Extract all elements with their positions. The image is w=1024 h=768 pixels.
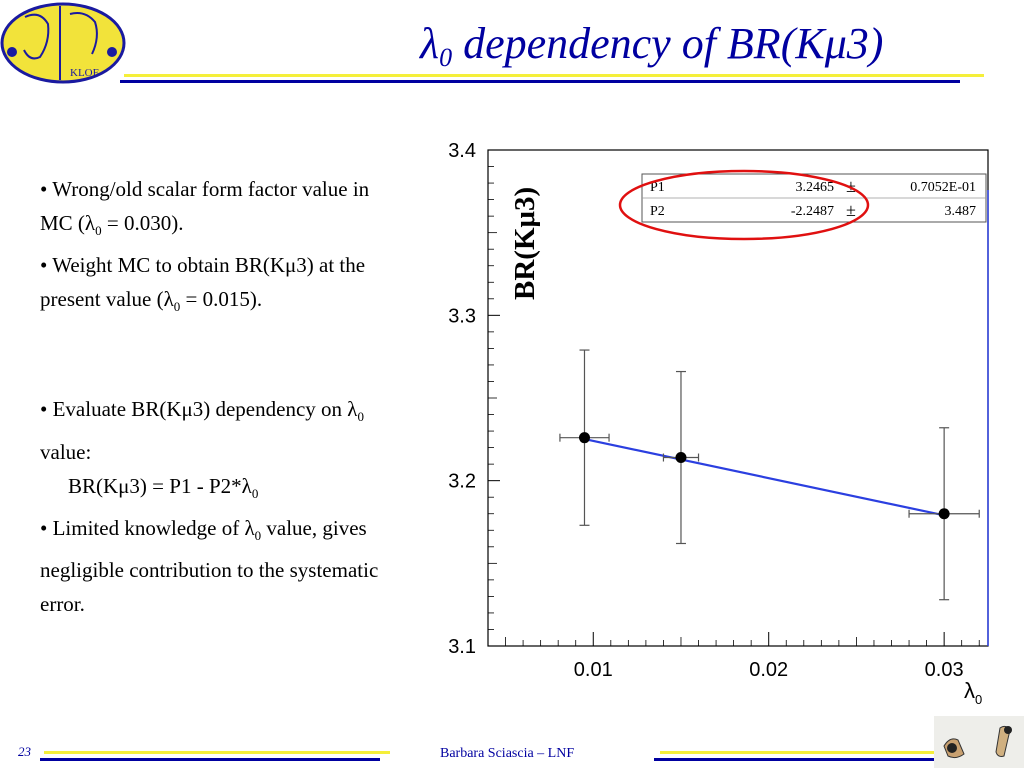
y-axis-label: BR(Kμ3) xyxy=(509,187,541,300)
fit-param-pm: ± xyxy=(846,176,856,196)
bullet-1: • Wrong/old scalar form factor value in … xyxy=(40,177,370,239)
x-tick-label: 0.01 xyxy=(574,659,613,681)
point-marker xyxy=(675,452,687,464)
fit-group xyxy=(584,438,945,517)
x-tick-label: 0.02 xyxy=(749,659,788,681)
fit-param-error: 3.487 xyxy=(945,204,977,219)
page-title: λ0 dependency of BR(Kμ3) xyxy=(420,18,1000,73)
title-text: dependency of BR(Kμ3) xyxy=(452,19,884,68)
footer-rule-blue-left xyxy=(40,758,380,761)
y-tick-label: 3.4 xyxy=(448,140,476,162)
kloe-logo: KLOE xyxy=(0,2,126,84)
y-tick-label: 3.1 xyxy=(448,636,476,658)
highlight-ellipse xyxy=(618,169,870,241)
fit-row-p2: P2 -2.2487 ± 3.487 xyxy=(650,200,976,220)
fit-param-pm: ± xyxy=(846,200,856,220)
x-axis-label: λ0 xyxy=(964,678,982,707)
bullet-4: • Limited knowledge of λ0 value, gives n… xyxy=(40,515,379,616)
data-point xyxy=(662,370,700,545)
chart: 3.1 3.2 3.3 3.4 0.01 0.02 0.03 BR(Kμ3) λ0 P1 … xyxy=(448,140,989,707)
fit-param-name: P1 xyxy=(650,180,665,195)
point-marker xyxy=(938,508,950,520)
fit-param-name: P2 xyxy=(650,204,665,219)
bullet-3: • Evaluate BR(Kμ3) dependency on λ0 valu… xyxy=(40,397,364,464)
logo-text: KLOE xyxy=(70,67,100,79)
footer-rule-yellow-left xyxy=(44,751,390,754)
point-marker xyxy=(578,432,590,444)
corner-decoration xyxy=(934,716,1024,768)
y-tick-label: 3.2 xyxy=(448,471,476,493)
footer-rule-yellow-right xyxy=(660,751,990,754)
title-rule-yellow xyxy=(124,74,984,77)
x-tick-label: 0.03 xyxy=(925,659,964,681)
fit-param-value: -2.2487 xyxy=(791,204,834,219)
fit-table: P1 3.2465 ± 0.7052E-01 P2 -2.2487 ± 3.48… xyxy=(641,173,987,223)
fit-line xyxy=(584,438,945,517)
title-rule-blue xyxy=(120,80,960,83)
y-tick-label: 3.3 xyxy=(448,305,476,327)
data-point xyxy=(559,349,610,526)
data-point xyxy=(908,427,980,601)
formula: BR(Kμ3) = P1 - P2*λ0 xyxy=(68,473,259,501)
x-axis-ticks: 0.01 0.02 0.03 xyxy=(505,632,980,681)
footer-author: Barbara Sciascia – LNF xyxy=(440,746,575,761)
page-number: 23 xyxy=(18,744,31,759)
bullet-list: • Wrong/old scalar form factor value in … xyxy=(40,172,400,621)
data-points xyxy=(559,349,980,601)
plot-frame xyxy=(487,149,989,647)
footer-rule-blue-right xyxy=(654,758,944,761)
title-symbol: λ xyxy=(420,19,440,68)
fit-row-p1: P1 3.2465 ± 0.7052E-01 xyxy=(650,176,976,196)
y-axis-ticks: 3.1 3.2 3.3 3.4 xyxy=(448,140,500,658)
bullet-2: • Weight MC to obtain BR(Kμ3) at the pre… xyxy=(40,253,366,315)
fit-param-value: 3.2465 xyxy=(796,180,835,195)
fit-param-error: 0.7052E-01 xyxy=(910,180,976,195)
title-subscript: 0 xyxy=(439,43,453,72)
